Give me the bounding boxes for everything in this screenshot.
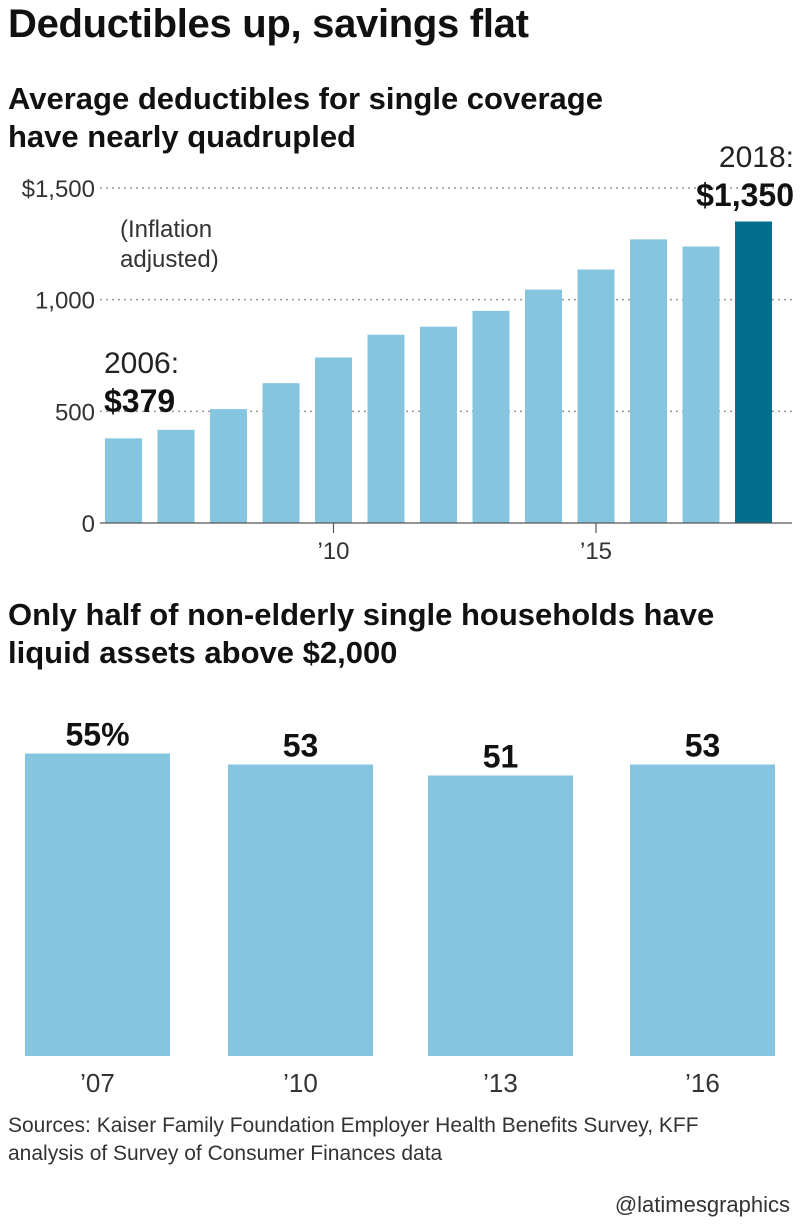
assets-bar-1 [228, 764, 373, 1056]
last-year-annotation: 2018: [719, 141, 794, 174]
assets-category-label: ’13 [483, 1068, 518, 1098]
deductible-bar-2018 [735, 221, 772, 523]
assets-bar-3 [630, 764, 775, 1056]
liquid-assets-bar-chart: 55% ’07 53 ’10 51 ’13 53 ’16 [25, 717, 775, 1098]
deductible-bar-2007 [157, 429, 195, 523]
deductible-bar-2015 [577, 269, 615, 523]
source-note: Sources: Kaiser Family Foundation Employ… [8, 1114, 699, 1165]
chart1-subtitle: Average deductibles for single coverage … [8, 81, 603, 154]
first-year-annotation: 2006: [104, 347, 179, 380]
chart2-subtitle: Only half of non-elderly single househol… [8, 597, 715, 670]
deductible-bar-2011 [367, 334, 405, 523]
deductible-bar-2017 [682, 246, 720, 523]
assets-bar-value-label: 53 [283, 728, 319, 764]
y-tick-label: 1,000 [35, 288, 95, 315]
deductible-bar-2016 [630, 239, 667, 523]
inflation-note-line-2: adjusted) [120, 246, 219, 273]
deductible-bar-2009 [262, 383, 300, 523]
deductible-bar-2006 [105, 438, 142, 523]
assets-bar-2 [428, 775, 573, 1056]
y-tick-label: $1,500 [22, 176, 95, 203]
credit-line: @latimesgraphics [614, 1192, 790, 1217]
y-tick-label: 500 [55, 399, 95, 426]
deductibles-bar-chart: $1,500 1,000 500 0 ’10 ’15 (Inflation adjusted)… [22, 141, 794, 565]
assets-category-label: ’10 [283, 1068, 318, 1098]
x-tick-label: ’15 [580, 538, 612, 565]
first-value-annotation: $379 [104, 383, 175, 419]
inflation-note-line-1: (Inflation [120, 216, 212, 243]
assets-bar-value-label: 53 [685, 728, 721, 764]
assets-category-label: ’16 [685, 1068, 720, 1098]
last-value-annotation: $1,350 [696, 177, 794, 213]
assets-bar-0 [25, 753, 170, 1056]
assets-bar-value-label: 51 [483, 739, 519, 775]
deductible-bar-2014 [525, 289, 562, 523]
deductible-bar-2013 [472, 310, 510, 523]
y-tick-label: 0 [82, 511, 95, 538]
deductible-bar-2012 [420, 326, 457, 523]
assets-bar-value-label: 55% [65, 717, 129, 753]
deductible-bar-2010 [315, 357, 352, 523]
assets-category-label: ’07 [80, 1068, 115, 1098]
x-tick-label: ’10 [317, 538, 349, 565]
deductible-bar-2008 [210, 409, 247, 523]
page-title: Deductibles up, savings flat [8, 2, 529, 46]
